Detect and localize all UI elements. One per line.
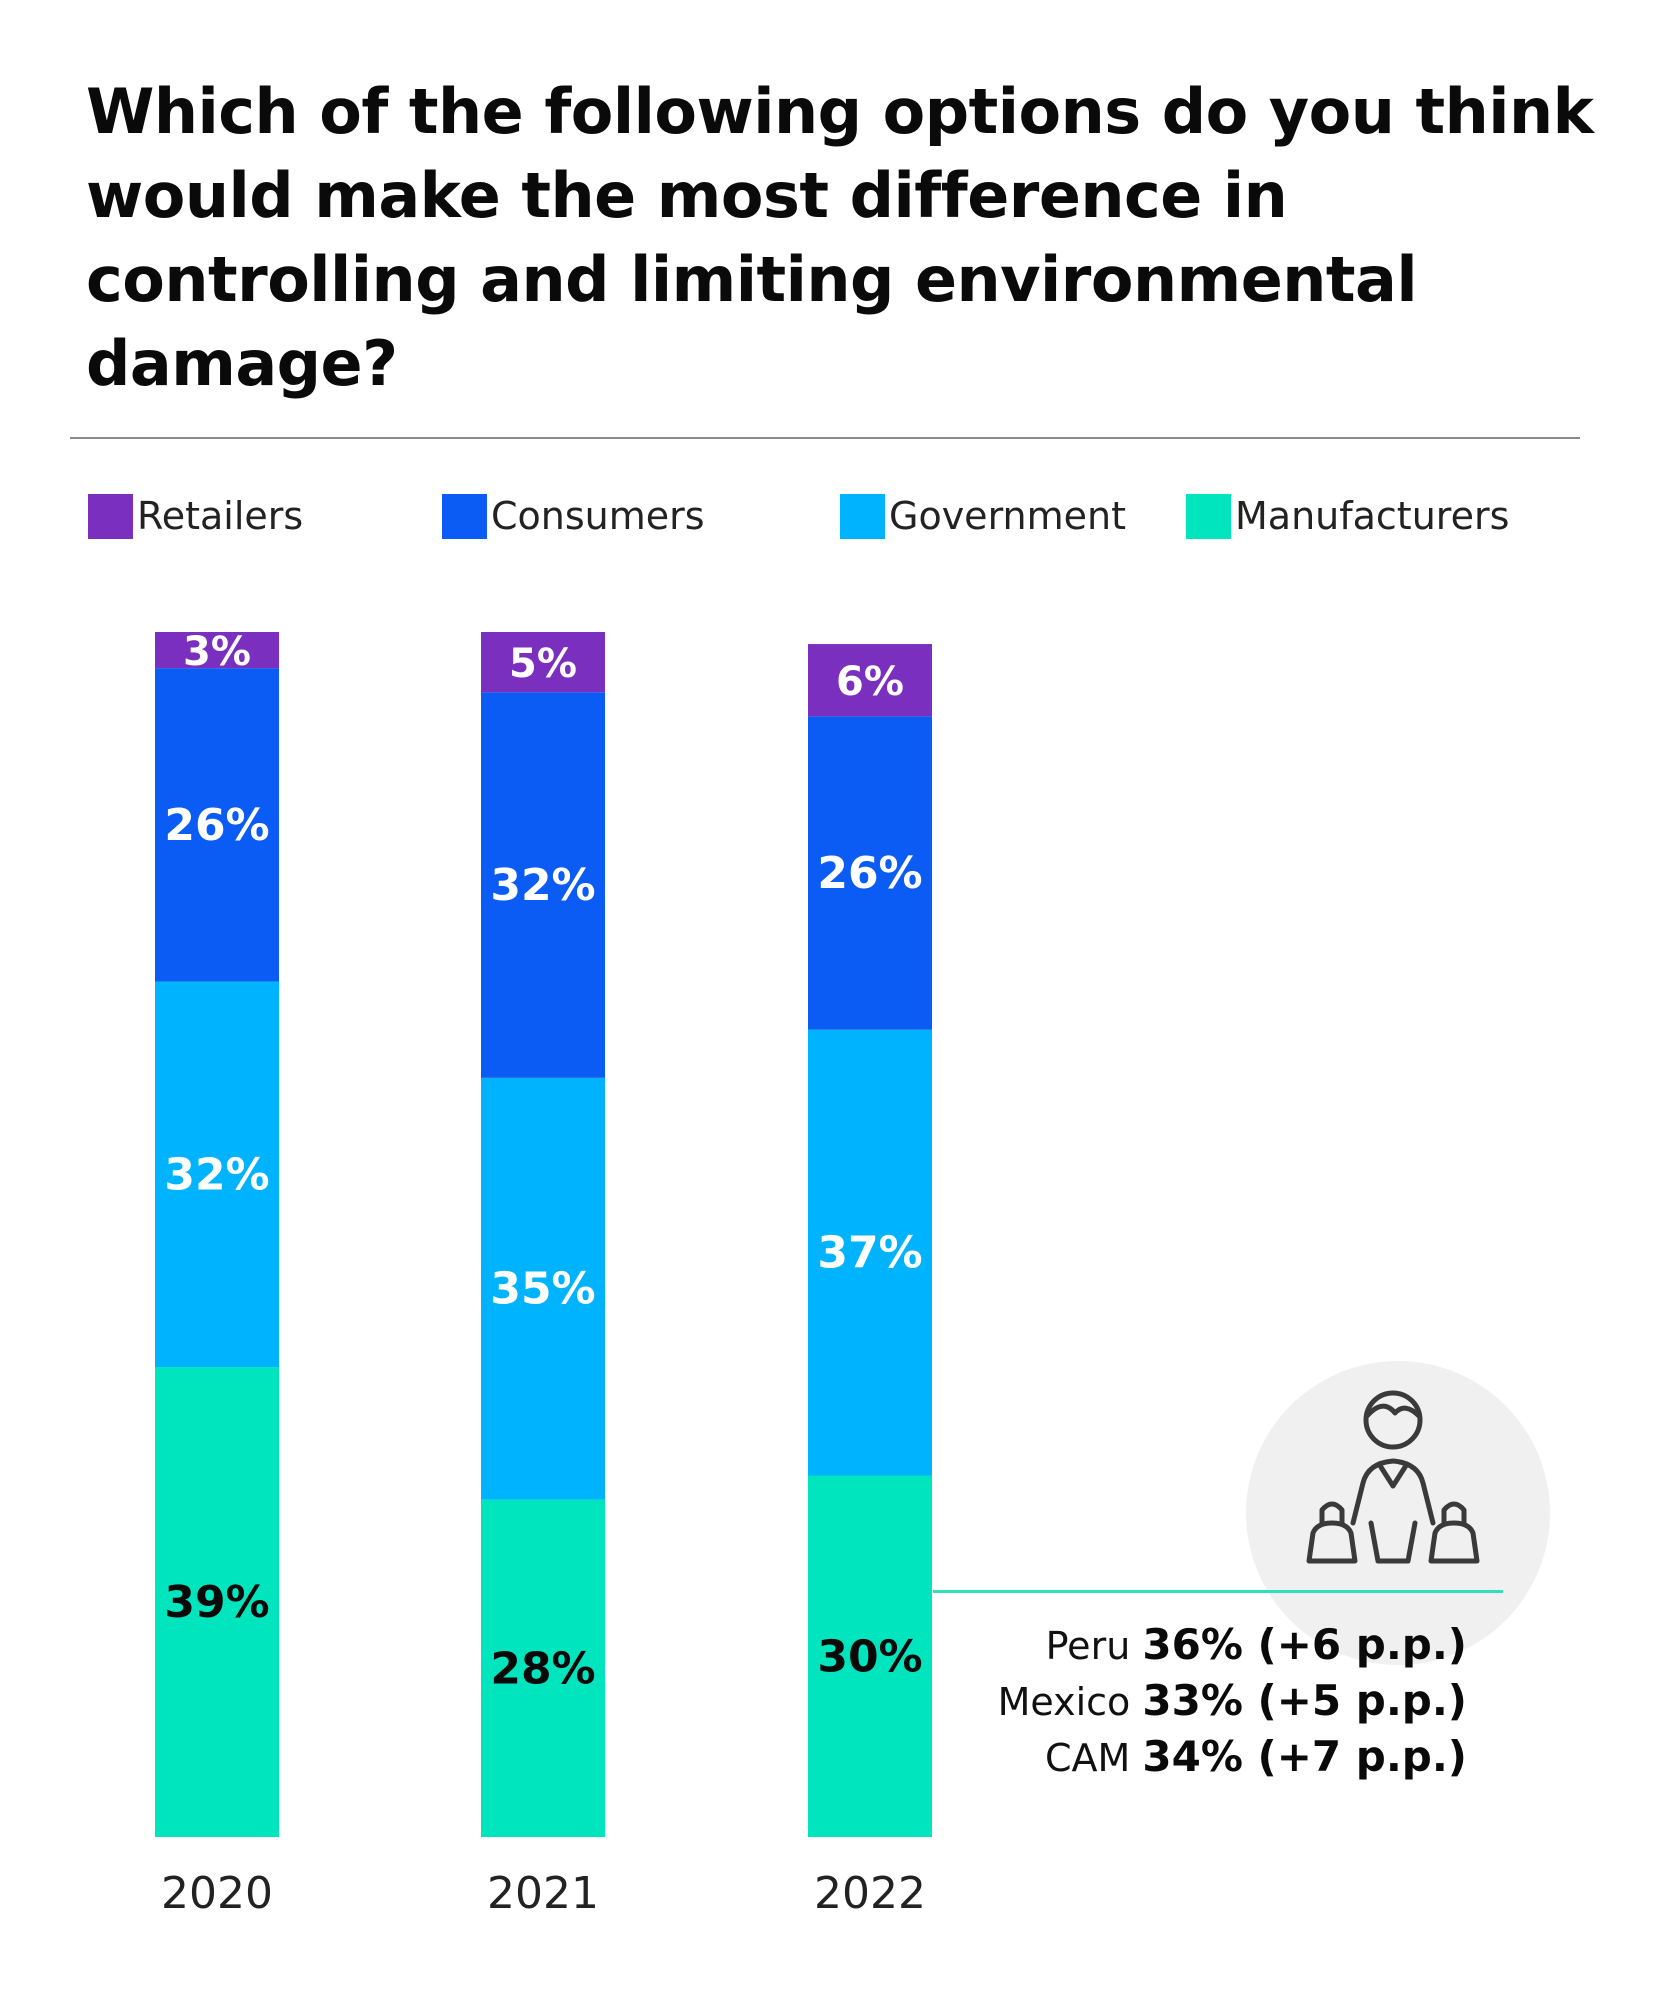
data-label-consumers-2020: 26% xyxy=(164,800,269,851)
data-label-government-2020: 32% xyxy=(164,1149,269,1200)
legend-label-government: Government xyxy=(889,494,1126,538)
bar-manufacturers-2020 xyxy=(155,1367,279,1837)
callout-name: CAM xyxy=(1044,1736,1131,1780)
legend-label-retailers: Retailers xyxy=(137,494,304,538)
bar-retailers-2021 xyxy=(481,632,605,693)
legend-swatch-manufacturers xyxy=(1186,493,1231,539)
bar-manufacturers-2022 xyxy=(808,1475,932,1837)
chart-title: Which of the following options do you th… xyxy=(86,75,1594,400)
legend-item-manufacturers: Manufacturers xyxy=(1186,492,1509,540)
callout-value: 33% (+5 p.p.) xyxy=(1142,1676,1467,1725)
data-label-retailers-2022: 6% xyxy=(836,659,904,705)
data-label-manufacturers-2020: 39% xyxy=(164,1577,269,1628)
callout-name: Peru xyxy=(1045,1624,1131,1668)
legend-label-consumers: Consumers xyxy=(491,494,705,538)
data-label-retailers-2020: 3% xyxy=(183,629,251,675)
data-label-consumers-2021: 32% xyxy=(490,860,595,911)
bar-consumers-2020 xyxy=(155,668,279,982)
title-divider xyxy=(70,437,1580,439)
bar-retailers-2022 xyxy=(808,644,932,717)
bar-manufacturers-2021 xyxy=(481,1499,605,1837)
callout-row-mexico: Mexico 33% (+5 p.p.) xyxy=(998,1676,1467,1725)
data-label-government-2022: 37% xyxy=(817,1228,922,1279)
callout-line xyxy=(933,1590,1503,1593)
legend-swatch-government xyxy=(840,493,885,539)
callout-value: 34% (+7 p.p.) xyxy=(1142,1732,1467,1781)
legend-item-government: Government xyxy=(840,492,1126,540)
data-label-manufacturers-2021: 28% xyxy=(490,1643,595,1694)
legend-item-consumers: Consumers xyxy=(442,492,705,540)
callout-row-cam: CAM 34% (+7 p.p.) xyxy=(1045,1732,1467,1781)
data-label-retailers-2021: 5% xyxy=(509,641,577,687)
bar-government-2021 xyxy=(481,1077,605,1500)
data-label-manufacturers-2022: 30% xyxy=(817,1631,922,1682)
shopper-with-bags-icon xyxy=(1246,1361,1550,1665)
legend-item-retailers: Retailers xyxy=(88,492,303,540)
legend-swatch-retailers xyxy=(88,493,133,539)
legend-swatch-consumers xyxy=(442,493,487,539)
callout-value: 36% (+6 p.p.) xyxy=(1142,1620,1467,1669)
bar-government-2022 xyxy=(808,1029,932,1476)
x-tick-label-2021: 2021 xyxy=(487,1868,599,1919)
callout-row-peru: Peru 36% (+6 p.p.) xyxy=(1046,1620,1467,1669)
bar-consumers-2022 xyxy=(808,716,932,1030)
x-tick-label-2020: 2020 xyxy=(161,1868,273,1919)
data-label-government-2021: 35% xyxy=(490,1264,595,1315)
callout-name: Mexico xyxy=(997,1680,1131,1724)
legend-label-manufacturers: Manufacturers xyxy=(1235,494,1510,538)
bar-retailers-2020 xyxy=(155,632,279,669)
x-tick-label-2022: 2022 xyxy=(814,1868,926,1919)
bar-consumers-2021 xyxy=(481,692,605,1078)
bar-government-2020 xyxy=(155,981,279,1368)
data-label-consumers-2022: 26% xyxy=(817,848,922,899)
